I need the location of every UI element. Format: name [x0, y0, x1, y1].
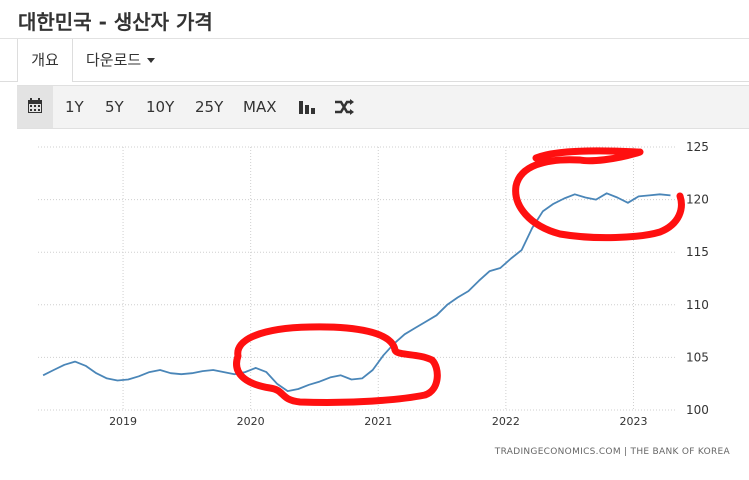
y-axis-ticks: 100 105 110 115 120 125 — [686, 140, 709, 417]
calendar-icon — [28, 98, 42, 113]
annotation-circle-2020 — [233, 323, 441, 407]
range-max-button[interactable]: MAX — [243, 98, 277, 116]
range-25y-button[interactable]: 25Y — [195, 98, 224, 116]
x-axis-ticks: 2019 2020 2021 2022 2023 — [109, 415, 647, 428]
tab-download[interactable]: 다운로드 — [86, 39, 156, 81]
chart-toolbar: 1Y 5Y 10Y 25Y MAX — [17, 85, 749, 129]
x-tick-label: 2022 — [492, 415, 520, 428]
y-tick-label: 100 — [686, 403, 709, 417]
range-1y-button[interactable]: 1Y — [65, 98, 84, 116]
tabs-row: 개요 다운로드 — [0, 38, 749, 82]
compare-button[interactable] — [333, 86, 355, 128]
y-tick-label: 110 — [686, 298, 709, 312]
caret-down-icon — [147, 58, 156, 63]
x-tick-label: 2020 — [237, 415, 265, 428]
page-title: 대한민국 - 생산자 가격 — [18, 10, 213, 34]
chart-area: 100 105 110 115 120 125 2019 2020 2021 2022 2023 … — [0, 128, 749, 476]
source-label: TRADINGECONOMICS.COM | THE BANK OF KOREA — [494, 447, 731, 457]
tab-download-label: 다운로드 — [86, 51, 142, 69]
calendar-button[interactable] — [17, 86, 53, 128]
bar-chart-icon — [299, 101, 315, 114]
x-tick-label: 2023 — [619, 415, 647, 428]
y-tick-label: 105 — [686, 350, 709, 364]
y-tick-label: 125 — [686, 140, 709, 154]
shuffle-icon — [335, 99, 354, 115]
range-10y-button[interactable]: 10Y — [146, 98, 175, 116]
title-bar: 대한민국 - 생산자 가격 — [0, 0, 749, 38]
annotation-circles — [233, 147, 685, 407]
x-tick-label: 2021 — [364, 415, 392, 428]
range-5y-button[interactable]: 5Y — [105, 98, 124, 116]
y-tick-label: 120 — [686, 193, 709, 207]
x-tick-label: 2019 — [109, 415, 137, 428]
tab-overview[interactable]: 개요 — [17, 39, 73, 82]
grid — [38, 146, 676, 411]
annotation-circle-2022 — [512, 147, 685, 242]
y-tick-label: 115 — [686, 245, 709, 259]
chart-type-button[interactable] — [297, 86, 317, 128]
series-line — [42, 192, 671, 392]
